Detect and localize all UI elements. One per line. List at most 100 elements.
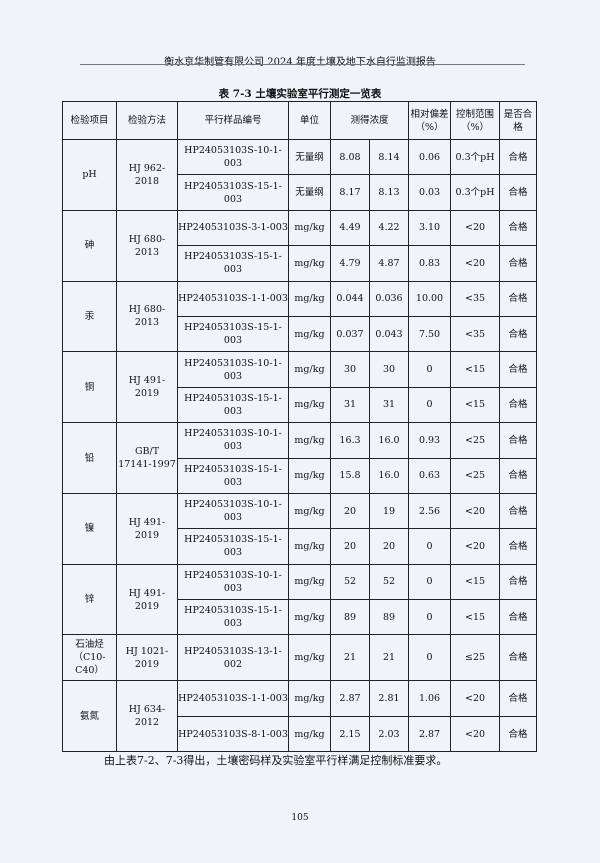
test-item-cell: 铅	[62, 422, 117, 494]
table-row: 镍 HJ 491-2019 HP24053103S-10-1-003 mg/kg 20 1…	[62, 492, 538, 565]
test-method-cell: HJ 491-2019	[116, 351, 178, 424]
relative-deviation-cell: 0	[408, 634, 452, 682]
value-1-cell: 0.037	[330, 315, 370, 353]
value-2-cell: 4.87	[368, 245, 410, 282]
value-1-cell: 15.8	[330, 457, 370, 494]
value-1-cell: 0.044	[330, 280, 370, 317]
table-row: 汞 HJ 680-2013 HP24053103S-1-1-003 mg/kg 0.04…	[62, 280, 538, 353]
value-2-cell: 2.03	[368, 715, 410, 753]
control-range-cell: <15	[450, 563, 501, 601]
unit-cell: mg/kg	[288, 528, 331, 565]
running-header: 衡水京华制管有限公司 2024 年度土壤及地下水自行监测报告	[164, 57, 436, 68]
value-1-cell: 4.49	[330, 209, 370, 247]
page-number: 105	[291, 813, 309, 823]
relative-deviation-cell: 0.93	[408, 422, 452, 459]
control-range-cell: ≤25	[450, 634, 501, 682]
unit-cell: mg/kg	[288, 715, 331, 753]
value-1-cell: 89	[330, 599, 370, 636]
pass-cell: 合格	[499, 209, 538, 247]
pass-cell: 合格	[499, 715, 538, 753]
unit-cell: mg/kg	[288, 386, 331, 424]
unit-cell: mg/kg	[288, 351, 331, 388]
sample-id-cell: HP24053103S-13-1-002	[177, 634, 289, 682]
sample-id-cell: HP24053103S-1-1-003	[177, 680, 289, 717]
unit-cell: mg/kg	[288, 457, 331, 494]
pass-cell: 合格	[499, 386, 538, 424]
control-range-cell: <15	[450, 351, 501, 388]
unit-cell: mg/kg	[288, 634, 331, 682]
relative-deviation-cell: 3.10	[408, 209, 452, 247]
pass-cell: 合格	[499, 315, 538, 353]
sample-id-cell: HP24053103S-15-1-003	[177, 457, 289, 494]
test-item-cell: 石油烃（C10-C40）	[62, 634, 117, 682]
control-range-cell: <20	[450, 715, 501, 753]
pass-cell: 合格	[499, 492, 538, 530]
sample-id-cell: HP24053103S-15-1-003	[177, 528, 289, 565]
control-range-cell: <20	[450, 492, 501, 530]
relative-deviation-cell: 2.56	[408, 492, 452, 530]
relative-deviation-cell: 0	[408, 563, 452, 601]
relative-deviation-cell: 0.63	[408, 457, 452, 494]
table-row: 氨氮 HJ 634-2012 HP24053103S-1-1-003 mg/kg 2.8…	[62, 680, 538, 753]
pass-cell: 合格	[499, 599, 538, 636]
value-1-cell: 52	[330, 563, 370, 601]
sample-id-cell: HP24053103S-15-1-003	[177, 386, 289, 424]
sample-id-cell: HP24053103S-10-1-003	[177, 422, 289, 459]
sample-id-cell: HP24053103S-10-1-003	[177, 563, 289, 601]
table-row: 铅 GB/T 17141-1997 HP24053103S-10-1-003 mg/k…	[62, 422, 538, 494]
test-item-cell: pH	[62, 139, 117, 211]
relative-deviation-cell: 0.83	[408, 245, 452, 282]
col-header: 控制范围（%）	[450, 101, 501, 140]
test-method-cell: HJ 491-2019	[116, 492, 178, 565]
relative-deviation-cell: 0	[408, 351, 452, 388]
sample-id-cell: HP24053103S-15-1-003	[177, 599, 289, 636]
col-header: 单位	[288, 101, 331, 140]
value-1-cell: 2.15	[330, 715, 370, 753]
parallel-test-table: 检验项目 检验方法 平行样品编号 单位 测得浓度 相对偏差（%） 控制范围（%）…	[62, 101, 538, 753]
control-range-cell: 0.3个pH	[450, 174, 501, 211]
unit-cell: mg/kg	[288, 209, 331, 247]
test-method-cell: HJ 491-2019	[116, 563, 178, 636]
control-range-cell: 0.3个pH	[450, 138, 501, 176]
sample-id-cell: HP24053103S-1-1-003	[177, 280, 289, 317]
table-row: pH HJ 962-2018 HP24053103S-10-1-003 无量纲 8.08…	[62, 138, 538, 211]
value-2-cell: 52	[368, 563, 410, 601]
sample-id-cell: HP24053103S-15-1-003	[177, 174, 289, 211]
sample-id-cell: HP24053103S-8-1-003	[177, 715, 289, 753]
relative-deviation-cell: 0	[408, 599, 452, 636]
value-1-cell: 30	[330, 351, 370, 388]
unit-cell: mg/kg	[288, 245, 331, 282]
unit-cell: 无量纲	[288, 174, 331, 211]
col-header: 平行样品编号	[177, 101, 289, 140]
pass-cell: 合格	[499, 457, 538, 494]
control-range-cell: <20	[450, 245, 501, 282]
value-1-cell: 4.79	[330, 245, 370, 282]
control-range-cell: <35	[450, 280, 501, 317]
header-rule	[80, 64, 525, 65]
unit-cell: mg/kg	[288, 280, 331, 317]
unit-cell: 无量纲	[288, 138, 331, 176]
pass-cell: 合格	[499, 563, 538, 601]
sample-id-cell: HP24053103S-15-1-003	[177, 245, 289, 282]
table-row: 石油烃（C10-C40） HJ 1021-2019 HP24053103S-13-1…	[62, 634, 538, 682]
pass-cell: 合格	[499, 422, 538, 459]
pass-cell: 合格	[499, 280, 538, 317]
value-1-cell: 31	[330, 386, 370, 424]
relative-deviation-cell: 7.50	[408, 315, 452, 353]
value-2-cell: 0.036	[368, 280, 410, 317]
pass-cell: 合格	[499, 174, 538, 211]
table-caption: 表 7-3 土壤实验室平行测定一览表	[218, 88, 382, 100]
value-2-cell: 20	[368, 528, 410, 565]
test-method-cell: GB/T 17141-1997	[116, 422, 178, 494]
value-1-cell: 20	[330, 528, 370, 565]
col-header: 测得浓度	[329, 101, 410, 140]
test-method-cell: HJ 634-2012	[116, 680, 178, 753]
table-row: HP24053103S-15-1-003 无量纲 8.17 8.13 0.03 0.3个p…	[63, 174, 538, 211]
relative-deviation-cell: 0.03	[408, 174, 452, 211]
relative-deviation-cell: 0	[408, 386, 452, 424]
control-range-cell: <15	[450, 599, 501, 636]
sample-id-cell: HP24053103S-10-1-003	[177, 351, 289, 388]
table-row: HP24053103S-15-1-003 mg/kg 20 20 0 <20 合格	[63, 528, 538, 565]
unit-cell: mg/kg	[288, 599, 331, 636]
